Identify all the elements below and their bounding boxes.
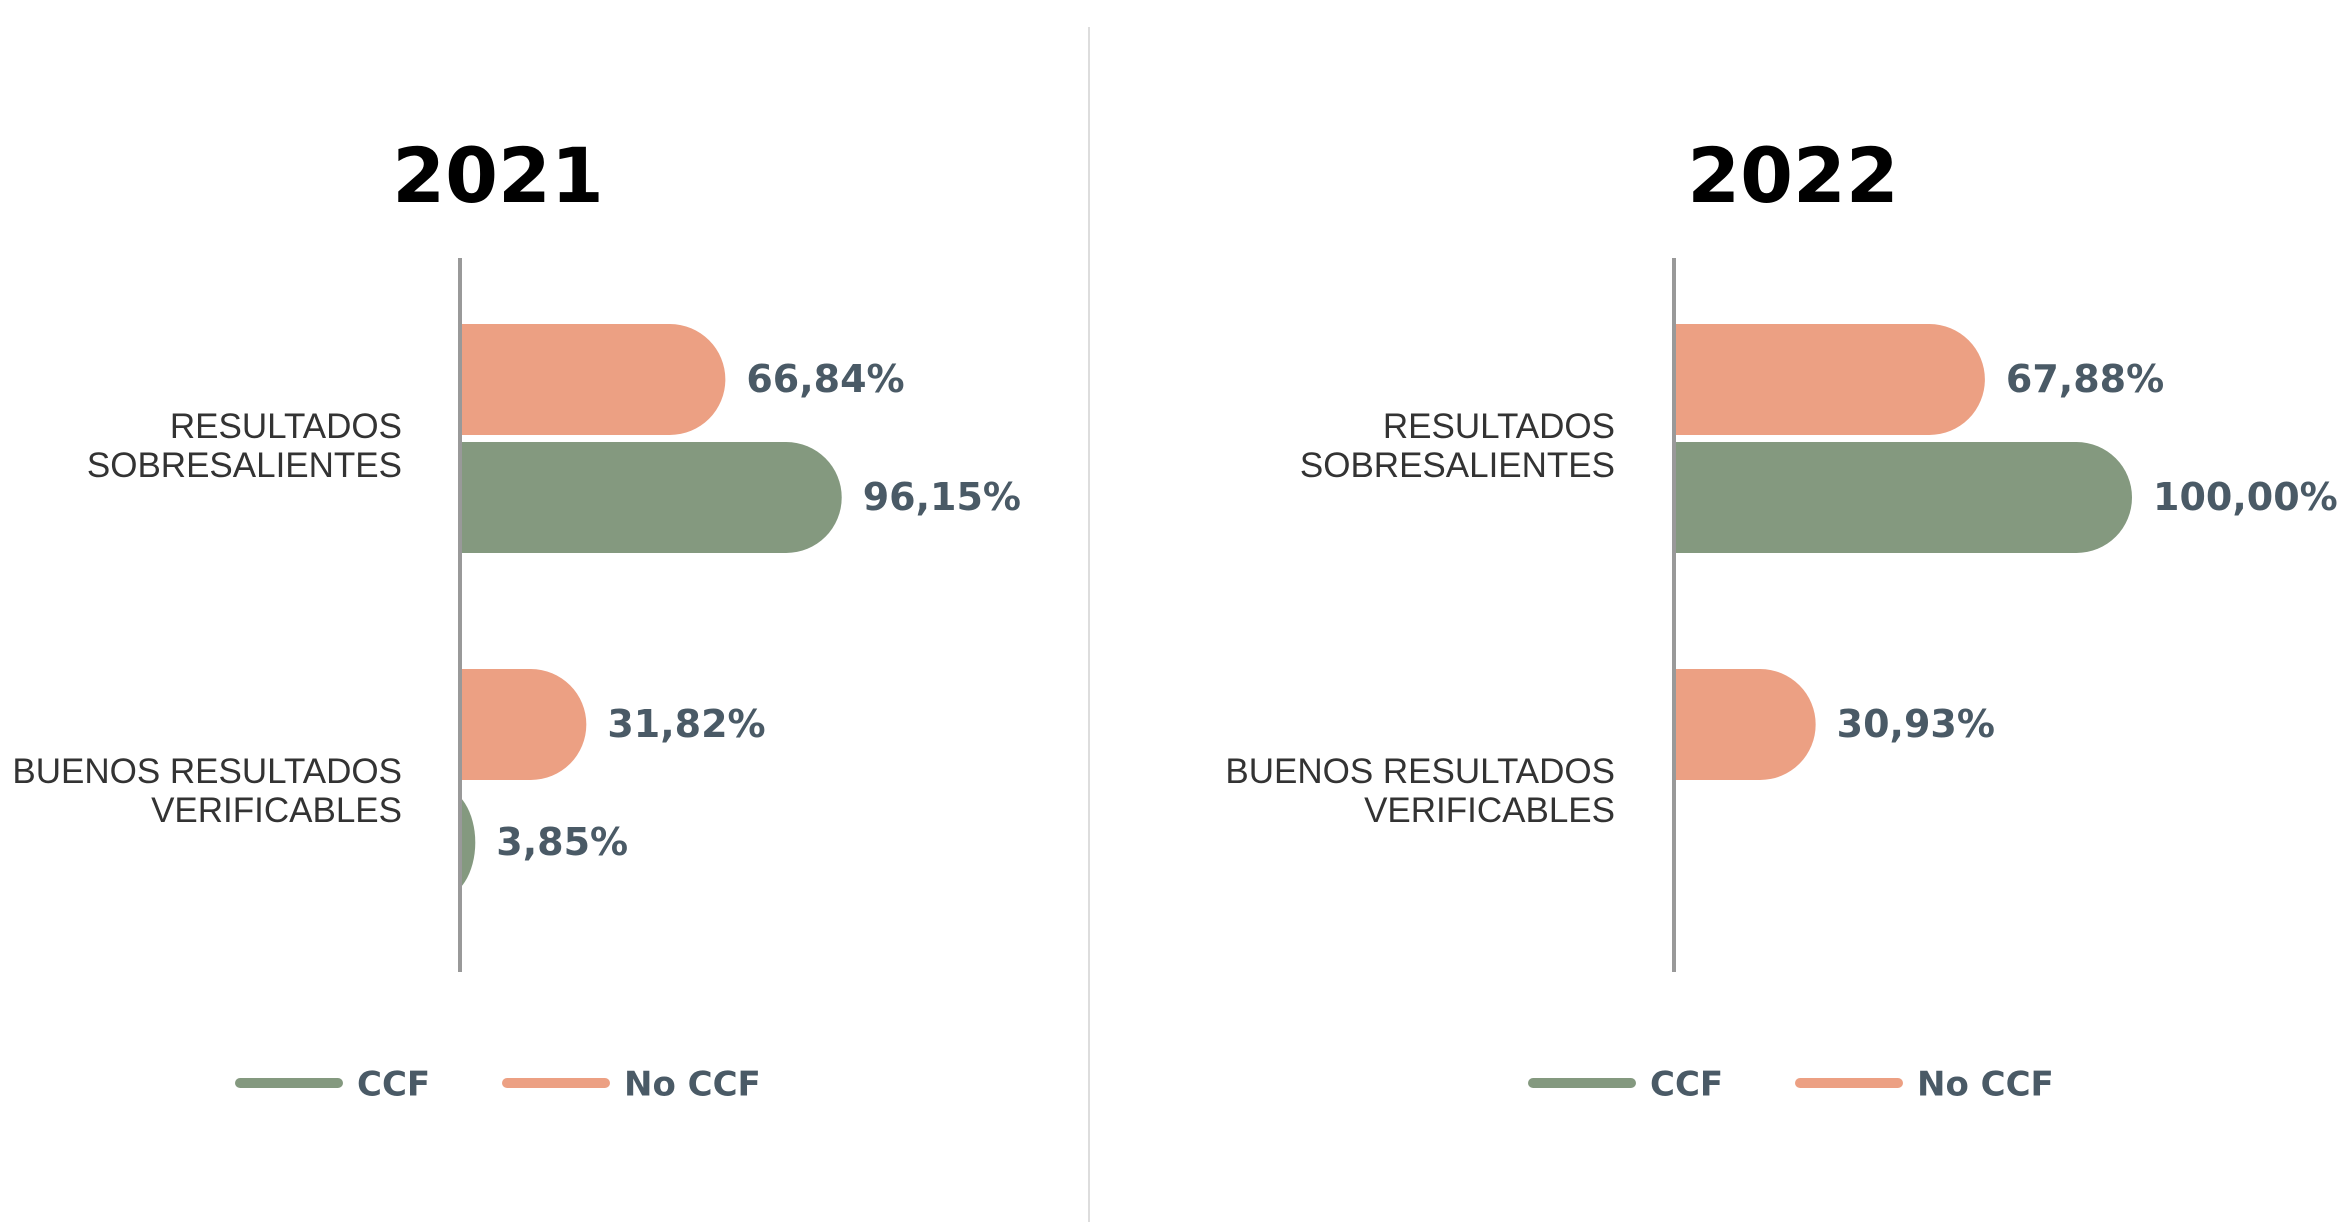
chart-title: 2021 xyxy=(392,131,604,220)
bar xyxy=(1674,669,1816,780)
value-label: 100,00% xyxy=(2153,475,2338,519)
chart-title: 2022 xyxy=(1687,131,1899,220)
category-label: BUENOS RESULTADOS VERIFICABLES xyxy=(1225,752,1615,830)
category-label: RESULTADOS SOBRESALIENTES xyxy=(1299,407,1615,485)
bar xyxy=(460,324,726,435)
bar xyxy=(460,669,587,780)
bar xyxy=(1674,324,1985,435)
bar xyxy=(460,442,842,553)
legend-label: No CCF xyxy=(1917,1065,2054,1105)
legend-label: CCF xyxy=(357,1065,430,1105)
category-label: RESULTADOS SOBRESALIENTES xyxy=(86,407,402,485)
value-label: 31,82% xyxy=(607,702,765,746)
value-label: 66,84% xyxy=(746,357,904,401)
value-label: 3,85% xyxy=(496,820,628,864)
legend-label: CCF xyxy=(1650,1065,1723,1105)
value-label: 67,88% xyxy=(2006,357,2164,401)
value-label: 30,93% xyxy=(1837,702,1995,746)
bar xyxy=(1674,442,2132,553)
legend-label: No CCF xyxy=(624,1065,761,1105)
value-label: 96,15% xyxy=(863,475,1021,519)
category-label: BUENOS RESULTADOS VERIFICABLES xyxy=(12,752,402,830)
bar xyxy=(460,796,476,889)
